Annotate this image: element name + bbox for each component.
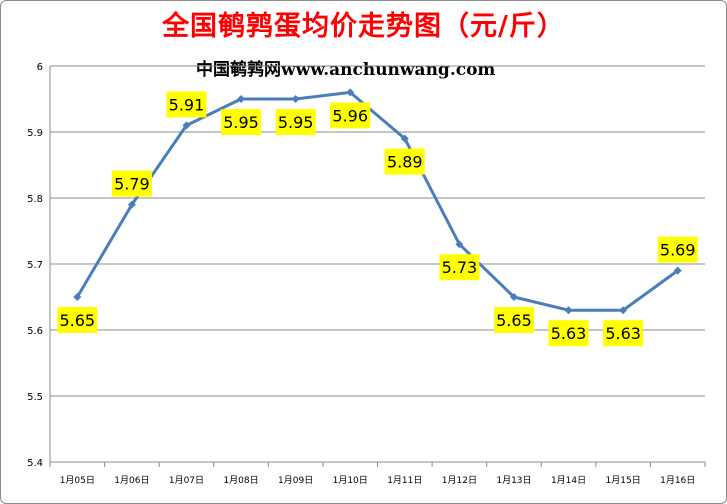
- data-label-bg: [111, 170, 152, 197]
- data-label: 5.65: [496, 311, 532, 330]
- data-point: [346, 88, 355, 97]
- data-label-bg: [275, 109, 316, 135]
- data-label-bg: [166, 91, 207, 118]
- data-point: [400, 134, 409, 143]
- y-tick-label: 5.6: [27, 326, 43, 337]
- x-tick-label: 1月13日: [496, 475, 531, 486]
- data-label: 5.63: [605, 324, 641, 343]
- data-label: 5.73: [442, 258, 478, 277]
- y-tick-label: 5.5: [27, 392, 43, 403]
- data-label-bg: [657, 236, 698, 263]
- data-label: 5.95: [223, 113, 259, 132]
- data-label: 5.96: [332, 106, 368, 125]
- y-tick-label: 5.4: [27, 458, 43, 469]
- x-tick-label: 1月06日: [114, 475, 149, 486]
- data-label: 5.65: [59, 311, 95, 330]
- data-point: [291, 95, 300, 103]
- chart-title: 全国鹌鹑蛋均价走势图（元/斤）: [162, 11, 565, 42]
- data-label-bg: [221, 109, 262, 135]
- series-line: [76, 90, 679, 312]
- data-label: 5.63: [551, 324, 587, 343]
- data-label-bg: [330, 102, 371, 129]
- y-tick-label: 6: [37, 62, 43, 73]
- x-tick-label: 1月10日: [333, 475, 368, 486]
- data-label: 5.95: [278, 113, 314, 132]
- data-label-bg: [548, 320, 589, 347]
- chart-subtitle: 中国鹌鹑网www.anchunwang.com: [196, 60, 496, 80]
- x-tick-label: 1月07日: [169, 475, 204, 486]
- data-label: 5.69: [660, 241, 696, 260]
- data-label-bg: [439, 254, 480, 281]
- data-point: [182, 121, 191, 130]
- x-tick-label: 1月09日: [278, 475, 313, 486]
- data-label: 5.91: [169, 95, 205, 114]
- data-point: [509, 293, 518, 301]
- x-tick-label: 1月08日: [223, 475, 258, 486]
- data-point: [619, 306, 628, 315]
- data-point: [455, 240, 464, 249]
- x-tick-label: 1月14日: [551, 475, 586, 486]
- data-label-bg: [493, 307, 534, 333]
- data-label-bg: [57, 307, 98, 333]
- y-tick-label: 5.7: [27, 260, 43, 271]
- x-tick-label: 1月11日: [387, 475, 422, 486]
- data-point: [127, 200, 136, 209]
- data-label-bg: [384, 148, 425, 175]
- x-tick-label: 1月16日: [660, 475, 695, 486]
- x-tick-label: 1月05日: [60, 475, 95, 486]
- y-tick-label: 5.9: [27, 128, 43, 139]
- x-tick-label: 1月12日: [442, 475, 477, 486]
- data-label-bg: [603, 320, 644, 347]
- data-label: 5.89: [387, 153, 423, 172]
- data-point: [237, 95, 246, 103]
- x-tick-label: 1月15日: [606, 475, 641, 486]
- y-tick-label: 5.8: [27, 194, 43, 205]
- data-point: [564, 306, 573, 315]
- data-point: [73, 293, 82, 301]
- data-point: [673, 266, 682, 275]
- data-label: 5.79: [114, 175, 150, 194]
